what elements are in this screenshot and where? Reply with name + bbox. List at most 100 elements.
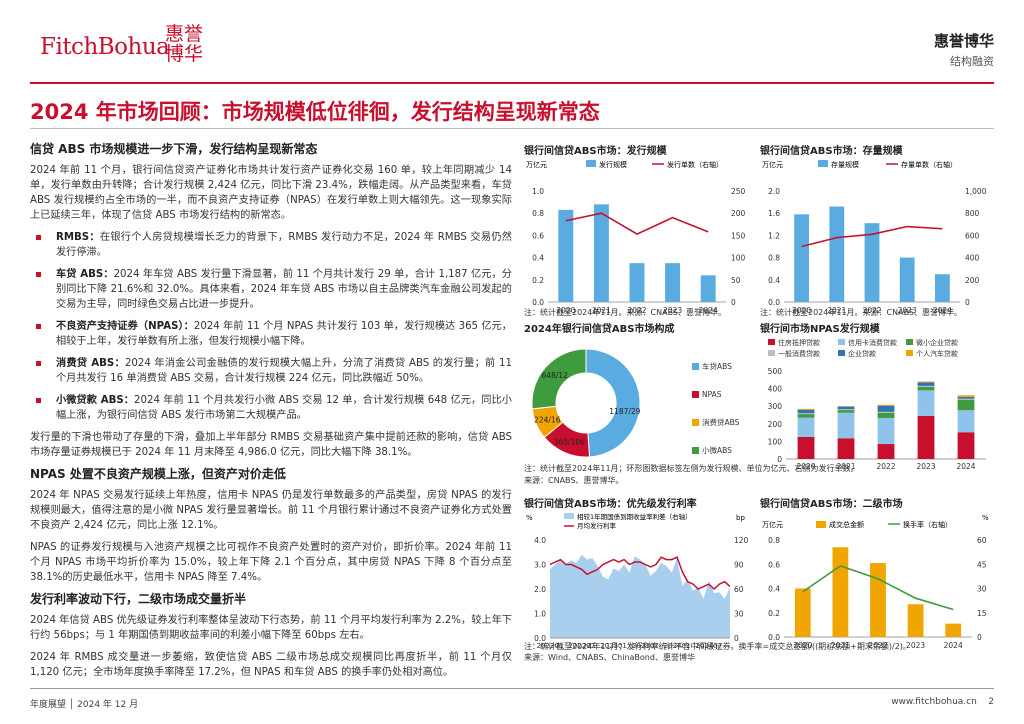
- x-tick-label: 2023: [906, 641, 925, 650]
- x-tick-label: 2022: [868, 641, 887, 650]
- stacked-bar-segment: [797, 413, 815, 415]
- y-tick-label: 400: [768, 385, 783, 394]
- y2-tick-label: 15: [977, 609, 987, 618]
- x-tick-label: 2024: [699, 306, 718, 315]
- legend-line-label: 换手率（右轴）: [903, 520, 952, 529]
- donut-data-label: 224/16: [534, 415, 561, 424]
- x-tick-label: 2023: [898, 306, 917, 315]
- legend-label: 车贷ABS: [702, 361, 732, 371]
- footer-url: www.fitchbohua.cn: [891, 697, 977, 707]
- y-tick-label: 0: [777, 455, 782, 464]
- y-tick-label: 1.6: [768, 209, 780, 218]
- stacked-bar-segment: [797, 414, 815, 418]
- stacked-bar-segment: [837, 406, 855, 410]
- y2-tick-label: 0: [965, 298, 970, 307]
- x-tick-label: 2022: [627, 306, 646, 315]
- stacked-bar-segment: [837, 412, 855, 439]
- y2-tick-label: 0: [734, 634, 739, 643]
- y-tick-label: 0.2: [768, 609, 780, 618]
- bar: [899, 257, 915, 302]
- y2-tick-label: 600: [965, 231, 980, 240]
- y-tick-label: 300: [768, 402, 783, 411]
- legend-swatch: [906, 350, 913, 356]
- stacked-bar-segment: [877, 444, 895, 459]
- chart-rates: 银行间信贷ABS市场：优先级发行利率 % bp 相较1年期国债到期收益率利差（右…: [524, 495, 911, 685]
- legend-swatch: [692, 391, 699, 398]
- x-tick-label: 2024: [933, 306, 952, 315]
- left-unit: 万亿元: [762, 520, 783, 529]
- title-divider: [30, 128, 994, 129]
- section-heading-1: 信贷 ABS 市场规模进一步下滑，发行结构呈现新常态: [30, 142, 318, 156]
- stacked-bar-segment: [797, 408, 815, 410]
- y2-tick-label: 45: [977, 560, 987, 569]
- legend-label: 信用卡消费贷款: [848, 338, 897, 347]
- legend-label: 个人汽车贷款: [916, 349, 958, 358]
- y2-tick-label: 800: [965, 209, 980, 218]
- stacked-bar-segment: [877, 412, 895, 418]
- x-tick-label: 202201: [537, 642, 564, 650]
- y-tick-label: 0.0: [768, 633, 780, 642]
- stacked-bar-segment: [877, 405, 895, 412]
- legend-label: 微小企业贷款: [916, 338, 958, 347]
- x-tick-label: 2021: [827, 306, 846, 315]
- donut-data-label: 648/12: [542, 371, 569, 380]
- legend-line-label: 存量单数（右轴）: [901, 160, 957, 169]
- legend-swatch: [906, 339, 913, 345]
- paragraph: 2024 年前 11 个月，银行间信贷资产证券化市场共计发行资产证券化交易 16…: [30, 165, 512, 221]
- page-number: 2: [988, 697, 994, 707]
- bullet-item: 消费贷 ABS：2024 年消金公司金融债的发行规模大幅上升，分流了消费贷 AB…: [30, 356, 512, 386]
- x-tick-label: 2021: [831, 641, 850, 650]
- series-line: [801, 225, 943, 248]
- bar: [935, 274, 950, 302]
- legend-bar-swatch: [816, 521, 826, 528]
- y-tick-label: 2.0: [534, 585, 546, 594]
- series-line: [802, 564, 954, 611]
- stacked-bar-segment: [917, 385, 935, 387]
- x-tick-label: 202207: [568, 642, 595, 650]
- composition-donut-svg: 1187/29 365/106 224/16 648/12 车贷ABS NPAS 消费贷AB…: [531, 348, 740, 458]
- y2-tick-label: 1,000: [965, 187, 987, 196]
- left-text-column: 信贷 ABS 市场规模进一步下滑，发行结构呈现新常态 2024 年前 11 个月…: [30, 142, 512, 687]
- y2-tick-label: 60: [977, 536, 987, 545]
- legend-label: 住房抵押贷款: [778, 338, 820, 347]
- donut-data-label: 1187/29: [609, 407, 640, 416]
- brand-block: 惠誉博华 结构融资: [934, 30, 994, 69]
- paragraph: NPAS 的证券发行规模与入池资产规模之比可视作不良资产处置时的资产对价，即折价…: [30, 542, 512, 583]
- stacked-bar-segment: [837, 410, 855, 413]
- x-tick-label: 2020: [792, 306, 811, 315]
- bar: [665, 263, 681, 302]
- paragraph: 2024 年 RMBS 成交量进一步萎缩，致使信贷 ABS 二级市场总成交规模同…: [30, 652, 512, 678]
- bar: [593, 204, 609, 302]
- legend-swatch: [768, 350, 775, 356]
- legend-bar-label: 存量规模: [831, 160, 859, 169]
- y-tick-label: 1.2: [768, 231, 780, 240]
- legend-swatch: [838, 339, 845, 345]
- logo-cn-seal: 惠誉 博华: [165, 23, 204, 65]
- x-tick-label: 2023: [663, 306, 682, 315]
- legend-label: 一般消费贷款: [778, 349, 820, 358]
- header-divider: [30, 82, 994, 84]
- bar: [558, 209, 574, 302]
- bar: [829, 206, 845, 302]
- right-unit: bp: [736, 514, 745, 522]
- chart-outstanding: 银行间信贷ABS市场：存量规模 万亿元 存量规模 存量单数（右轴） 0.0 0.4…: [760, 142, 996, 322]
- page-title: 2024 年市场回顾：市场规模低位徘徊，发行结构呈现新常态: [30, 100, 600, 124]
- chart-title: 2024年银行间信贷ABS市场构成: [524, 324, 675, 335]
- issuance-chart-svg: 万亿元 发行规模 发行单数（右轴） 0.0 0.2 0.4 0.6 0.8 1.0 0 50 1…: [526, 160, 746, 315]
- paragraph: 发行量的下滑也带动了存量的下滑，叠加上半年部分 RMBS 交易基础资产集中提前还…: [30, 432, 512, 458]
- stacked-bar-segment: [957, 410, 975, 433]
- y-tick-label: 0.6: [532, 231, 544, 240]
- chart-title: 银行间信贷ABS市场：优先级发行利率: [524, 499, 697, 510]
- chart-title: 银行间信贷ABS市场：二级市场: [760, 499, 903, 510]
- rates-chart-svg: % bp 相较1年期国债到期收益率利差（右轴） 月均发行利率 0.0 1.0 2.0…: [526, 512, 749, 650]
- y-tick-label: 3.0: [534, 561, 546, 570]
- bar: [945, 623, 962, 637]
- bar: [794, 214, 809, 302]
- legend-swatch: [692, 419, 699, 426]
- y2-tick-label: 100: [731, 254, 746, 263]
- y-tick-label: 200: [768, 420, 783, 429]
- y-tick-label: 0.8: [768, 536, 780, 545]
- bullet-item: 不良资产支持证券（NPAS）：2024 年前 11 个月 NPAS 共计发行 1…: [30, 319, 512, 349]
- y2-tick-label: 150: [731, 231, 746, 240]
